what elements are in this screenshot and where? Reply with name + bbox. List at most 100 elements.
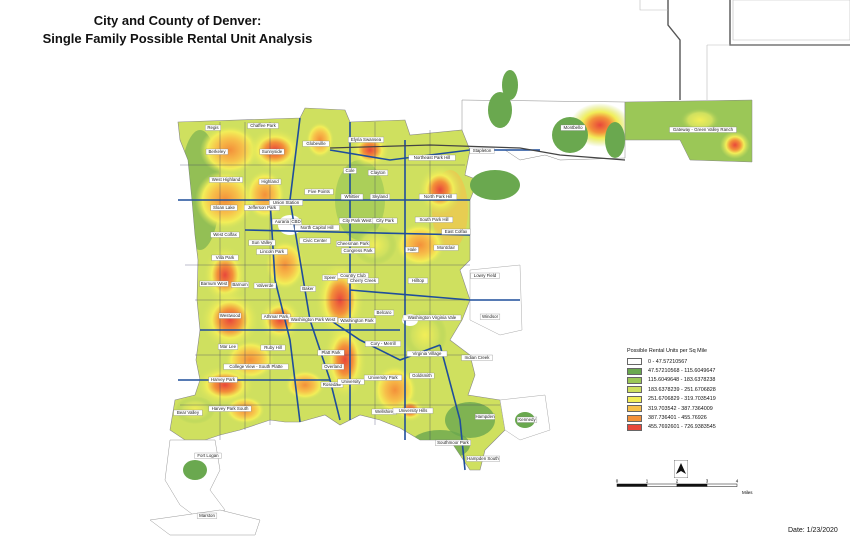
svg-text:Chaffee Park: Chaffee Park	[250, 123, 276, 128]
svg-text:Harvey Park South: Harvey Park South	[212, 406, 249, 411]
svg-text:Platt Park: Platt Park	[321, 350, 341, 355]
neighborhood-label: West Highland	[209, 176, 243, 183]
neighborhood-label: Belcaro	[373, 309, 395, 316]
neighborhood-label: Berkeley	[205, 148, 229, 155]
svg-text:Sun Valley: Sun Valley	[252, 240, 273, 245]
svg-text:Speer: Speer	[324, 275, 336, 280]
neighborhood-label: North Capitol Hill	[294, 224, 340, 231]
svg-text:North Park Hill: North Park Hill	[424, 194, 452, 199]
neighborhood-label: Hilltop	[407, 277, 429, 284]
svg-text:North Capitol Hill: North Capitol Hill	[301, 225, 334, 230]
neighborhood-label: Athmar Park	[261, 313, 291, 320]
neighborhood-label: City Park West	[339, 217, 375, 224]
svg-text:Washington Park West: Washington Park West	[291, 317, 336, 322]
legend: Possible Rental Units per Sq Mile 0 - 47…	[627, 348, 757, 432]
scale-tick-label: 0	[616, 479, 619, 484]
neighborhood-label: University	[337, 378, 365, 385]
neighborhood-label: Cory - Merrill	[365, 340, 401, 347]
svg-text:Northeast Park Hill: Northeast Park Hill	[414, 155, 451, 160]
neighborhood-label: Clayton	[367, 169, 389, 176]
northeast-annex	[461, 0, 850, 200]
neighborhood-label: Windsor	[479, 313, 501, 320]
svg-text:City Park: City Park	[376, 218, 395, 223]
svg-text:Union Station: Union Station	[273, 200, 300, 205]
neighborhood-label: Regis	[205, 124, 221, 131]
svg-text:Civic Center: Civic Center	[303, 238, 327, 243]
svg-text:Indian Creek: Indian Creek	[465, 355, 491, 360]
map-title-line2: Single Family Possible Rental Unit Analy…	[42, 31, 313, 46]
interstate-70	[329, 144, 626, 161]
neighborhood-label: Montclair	[433, 244, 459, 251]
svg-text:Sloan Lake: Sloan Lake	[213, 205, 236, 210]
legend-rows: 0 - 47.57210567 47.57210568 - 115.6049647…	[627, 357, 757, 432]
svg-text:Goldsmith: Goldsmith	[412, 373, 432, 378]
neighborhood-label: Fort Logan	[194, 452, 222, 459]
svg-text:Southmoor Park: Southmoor Park	[437, 440, 470, 445]
neighborhood-label: University Hills	[392, 407, 434, 414]
map-title-line1: City and County of Denver:	[93, 13, 262, 28]
neighborhood-grid	[180, 122, 500, 440]
neighborhood-label: Washington Park	[337, 317, 377, 324]
legend-label: 0 - 47.57210567	[648, 358, 688, 365]
neighborhood-label: Civic Center	[299, 237, 331, 244]
scale-ticks: 0 1 2 3 4 Miles	[616, 479, 754, 495]
svg-text:Gateway - Green Valley Ranch: Gateway - Green Valley Ranch	[673, 127, 734, 132]
svg-text:Hale: Hale	[407, 247, 417, 252]
neighborhood-label: Washington Virginia Vale	[402, 314, 462, 321]
legend-label: 319.703542 - 387.7364009	[648, 405, 713, 412]
neighborhood-label: Auraria	[271, 218, 293, 225]
neighborhood-label: Indian Creek	[461, 354, 493, 361]
neighborhood-label: Bear Valley	[173, 409, 203, 416]
neighborhood-label: Washington Park West	[288, 316, 338, 323]
svg-text:Ruby Hill: Ruby Hill	[264, 345, 282, 350]
legend-row: 387.736401 - 455.76926	[627, 413, 757, 422]
map-title-block: City and County of Denver: Single Family…	[40, 12, 315, 48]
neighborhood-label: Harvey Park	[208, 376, 238, 383]
neighborhood-label: West Colfax	[210, 231, 240, 238]
svg-text:Cherry Creek: Cherry Creek	[350, 278, 377, 283]
neighborhood-label: Villa Park	[211, 254, 239, 261]
svg-text:Cory - Merrill: Cory - Merrill	[370, 341, 395, 346]
svg-text:Overland: Overland	[324, 364, 342, 369]
neighborhood-label: Highland	[258, 178, 282, 185]
svg-text:Regis: Regis	[207, 125, 219, 130]
legend-label: 387.736401 - 455.76926	[648, 415, 707, 422]
svg-text:Five Points: Five Points	[308, 189, 331, 194]
svg-text:Berkeley: Berkeley	[208, 149, 226, 154]
neighborhood-label: Lowry Field	[470, 272, 500, 279]
svg-text:Montclair: Montclair	[437, 245, 455, 250]
legend-label: 455.7692601 - 726.9383545	[648, 424, 716, 431]
svg-text:Washington Virginia Vale: Washington Virginia Vale	[408, 315, 457, 320]
neighborhood-label: Virginia Village	[406, 350, 448, 357]
scale-tick-label: 2	[676, 479, 679, 484]
neighborhood-label: Skyland	[369, 193, 391, 200]
scale-segment	[706, 483, 738, 487]
neighborhood-label: Montbello	[560, 124, 586, 131]
neighborhood-label: Gateway - Green Valley Ranch	[669, 126, 737, 133]
svg-text:Hilltop: Hilltop	[412, 278, 425, 283]
neighborhood-label: Speer	[322, 274, 338, 281]
date-stamp: Date: 1/23/2020	[788, 527, 838, 534]
legend-row: 183.6378239 - 251.6706828	[627, 385, 757, 394]
svg-text:Globeville: Globeville	[306, 141, 326, 146]
svg-text:Lowry Field: Lowry Field	[474, 273, 497, 278]
legend-swatch	[627, 386, 642, 394]
neighborhood-label: Mar Lee	[217, 343, 239, 350]
neighborhood-label: Ruby Hill	[260, 344, 286, 351]
legend-title: Possible Rental Units per Sq Mile	[627, 348, 707, 354]
scale-segment	[616, 483, 648, 487]
svg-text:Jefferson Park: Jefferson Park	[248, 205, 277, 210]
legend-row: 115.6049648 - 183.6378238	[627, 376, 757, 385]
svg-text:Bear Valley: Bear Valley	[177, 410, 200, 415]
legend-row: 319.703542 - 387.7364009	[627, 404, 757, 413]
svg-text:University Hills: University Hills	[399, 408, 429, 413]
legend-swatch	[627, 405, 642, 413]
neighborhood-label: Baker	[300, 285, 316, 292]
svg-text:Elyria Swansea: Elyria Swansea	[351, 137, 382, 142]
neighborhood-label: Union Station	[269, 199, 303, 206]
legend-label: 115.6049648 - 183.6378238	[648, 377, 716, 384]
svg-text:University Park: University Park	[368, 375, 398, 380]
svg-text:Rosedale: Rosedale	[323, 382, 342, 387]
neighborhood-label: Westwood	[218, 312, 242, 319]
